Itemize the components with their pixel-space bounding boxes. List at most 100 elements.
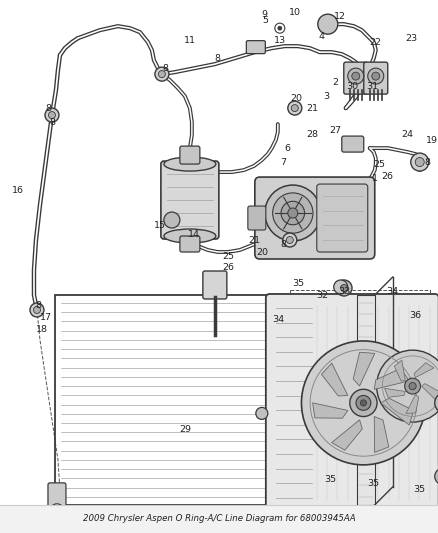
Circle shape: [49, 111, 56, 119]
FancyBboxPatch shape: [317, 184, 368, 252]
Text: 24: 24: [402, 130, 414, 139]
Circle shape: [415, 158, 424, 167]
Polygon shape: [414, 362, 434, 377]
Circle shape: [288, 208, 298, 218]
Text: 20: 20: [256, 247, 268, 256]
Circle shape: [334, 280, 348, 294]
Text: 2009 Chrysler Aspen O Ring-A/C Line Diagram for 68003945AA: 2009 Chrysler Aspen O Ring-A/C Line Diag…: [82, 514, 355, 523]
Text: 20: 20: [290, 94, 302, 103]
Circle shape: [348, 68, 364, 84]
Text: 9: 9: [262, 10, 268, 19]
Text: 12: 12: [334, 12, 346, 21]
Circle shape: [281, 201, 304, 225]
Text: 25: 25: [222, 252, 234, 261]
Text: 8: 8: [162, 63, 168, 72]
Circle shape: [340, 285, 347, 292]
Circle shape: [411, 153, 429, 171]
Circle shape: [368, 68, 384, 84]
Circle shape: [378, 513, 392, 527]
Text: 26: 26: [382, 172, 394, 181]
Circle shape: [377, 350, 438, 422]
FancyBboxPatch shape: [255, 177, 375, 259]
FancyBboxPatch shape: [266, 294, 438, 512]
Circle shape: [33, 306, 40, 313]
Bar: [55, 295, 375, 505]
Ellipse shape: [164, 157, 216, 171]
Circle shape: [405, 378, 420, 394]
Text: 16: 16: [12, 185, 24, 195]
Circle shape: [45, 108, 59, 122]
Circle shape: [435, 469, 438, 484]
Circle shape: [336, 280, 352, 296]
Polygon shape: [394, 360, 405, 381]
Text: 8: 8: [35, 302, 41, 311]
Text: 6: 6: [285, 143, 291, 152]
Circle shape: [155, 67, 169, 81]
Circle shape: [291, 104, 298, 111]
Circle shape: [360, 400, 367, 406]
Circle shape: [382, 517, 388, 523]
Text: 35: 35: [367, 479, 380, 488]
Text: 22: 22: [370, 38, 382, 47]
Text: 4: 4: [319, 31, 325, 41]
Polygon shape: [406, 394, 419, 414]
Text: 27: 27: [330, 126, 342, 135]
Circle shape: [278, 26, 282, 30]
Circle shape: [273, 193, 313, 233]
Text: 23: 23: [406, 34, 418, 43]
Text: 21: 21: [306, 103, 318, 112]
Circle shape: [352, 72, 360, 80]
Text: 28: 28: [306, 130, 318, 139]
Text: 18: 18: [36, 326, 48, 335]
Text: 13: 13: [274, 36, 286, 45]
Circle shape: [159, 71, 166, 78]
Circle shape: [275, 23, 285, 33]
Text: 35: 35: [413, 486, 426, 494]
Bar: [357, 295, 375, 505]
Text: 8: 8: [45, 103, 51, 112]
Circle shape: [435, 393, 438, 413]
Polygon shape: [422, 384, 438, 401]
Text: 26: 26: [222, 263, 234, 272]
Text: 11: 11: [184, 36, 196, 45]
Bar: [0, 505, 438, 533]
Circle shape: [286, 237, 293, 244]
Text: 35: 35: [324, 475, 336, 484]
Polygon shape: [321, 363, 348, 396]
Text: 36: 36: [410, 311, 422, 320]
Polygon shape: [332, 420, 362, 450]
Text: 34: 34: [387, 287, 399, 296]
Text: 1: 1: [372, 174, 378, 183]
FancyBboxPatch shape: [364, 62, 388, 94]
Text: 25: 25: [374, 159, 386, 168]
FancyBboxPatch shape: [161, 161, 219, 239]
Text: 35: 35: [292, 279, 304, 288]
Polygon shape: [313, 403, 348, 418]
Text: 21: 21: [248, 236, 260, 245]
Circle shape: [164, 212, 180, 228]
Circle shape: [283, 233, 297, 247]
FancyBboxPatch shape: [248, 206, 266, 230]
Text: 7: 7: [280, 158, 286, 167]
Text: 10: 10: [289, 7, 301, 17]
Polygon shape: [385, 389, 405, 397]
Text: 2: 2: [333, 78, 339, 87]
Circle shape: [265, 185, 321, 241]
FancyBboxPatch shape: [180, 236, 200, 252]
Polygon shape: [381, 398, 413, 425]
Circle shape: [30, 303, 44, 317]
Circle shape: [50, 504, 64, 518]
Text: 5: 5: [262, 15, 268, 25]
Text: 15: 15: [154, 221, 166, 230]
Circle shape: [350, 389, 377, 417]
Text: 34: 34: [272, 316, 284, 325]
Circle shape: [301, 341, 425, 465]
Text: 31: 31: [367, 82, 379, 91]
FancyBboxPatch shape: [48, 483, 66, 507]
Text: 3: 3: [323, 92, 329, 101]
Text: 8: 8: [49, 118, 55, 127]
Circle shape: [326, 517, 332, 523]
Circle shape: [322, 513, 336, 527]
Ellipse shape: [164, 229, 216, 243]
Text: 30: 30: [347, 82, 359, 91]
